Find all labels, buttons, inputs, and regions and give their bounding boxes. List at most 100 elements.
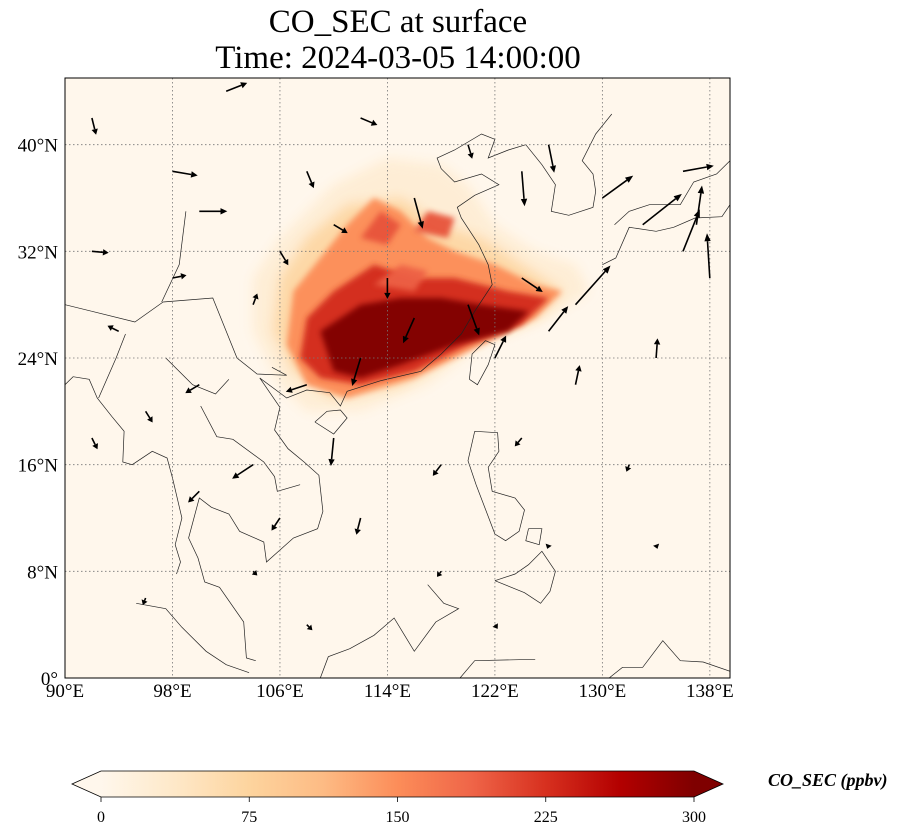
wind-arrow-head — [437, 571, 443, 577]
wind-arrow — [413, 197, 424, 229]
wind-arrow-head — [232, 472, 240, 479]
wind-arrow-shaft — [353, 357, 362, 380]
colorbar: 0 75 150 225 300 — [71, 770, 724, 826]
wind-arrow-head — [514, 440, 521, 447]
wind-arrow-shaft — [655, 344, 658, 359]
wind-arrow-head — [402, 335, 409, 344]
wind-arrow-head — [354, 528, 361, 535]
coastline-segment — [65, 304, 92, 312]
wind-arrow — [437, 570, 443, 577]
wind-arrow-head — [240, 82, 248, 89]
wind-arrow — [467, 304, 480, 336]
coastline-segment — [91, 301, 164, 323]
x-tick-label: 130°E — [579, 681, 627, 702]
map-plot-area — [65, 78, 730, 678]
wind-arrow-shaft — [467, 304, 478, 329]
wind-arrow-head — [341, 227, 348, 234]
wind-arrow-head — [673, 193, 682, 202]
wind-arrow-head — [185, 387, 192, 394]
wind-arrow — [185, 384, 200, 394]
wind-arrow-shaft — [144, 410, 151, 419]
wind-arrow — [402, 317, 416, 344]
wind-arrow-shaft — [306, 170, 313, 184]
wind-arrow — [432, 464, 442, 476]
wind-arrow-shaft — [521, 277, 538, 290]
colorbar-tick-label: 75 — [241, 809, 257, 826]
map-frame — [64, 77, 731, 679]
wind-arrow — [107, 325, 120, 333]
wind-arrow-head — [625, 466, 632, 472]
wind-arrow-head — [467, 152, 474, 159]
coastline-segment — [259, 133, 526, 407]
wind-arrow-head — [549, 165, 556, 173]
wind-arrow-shaft — [547, 311, 565, 332]
wind-arrow — [682, 163, 714, 173]
wind-arrow — [653, 338, 661, 359]
wind-arrow-head — [107, 325, 114, 331]
coastline-segment — [200, 405, 301, 492]
wind-arrow — [642, 193, 682, 226]
wind-arrow-head — [141, 599, 148, 605]
coastline-segment — [65, 376, 183, 575]
wind-arrow — [252, 293, 259, 305]
wind-arrow-shaft — [291, 383, 308, 391]
wind-arrow — [494, 335, 507, 359]
wind-arrow — [360, 117, 378, 126]
wind-arrow-shaft — [189, 384, 200, 391]
coastline-segment — [165, 357, 230, 395]
figure-title-line1: CO_SEC at surface — [268, 4, 528, 40]
wind-arrow — [199, 208, 228, 215]
colorbar-tick-label: 150 — [386, 809, 410, 826]
wind-arrow-shaft — [237, 464, 254, 476]
coastline-segment — [314, 409, 348, 435]
y-tick-label: 24°N — [18, 349, 59, 370]
wind-arrow — [306, 624, 313, 631]
wind-arrow — [467, 144, 474, 159]
x-tick-label: 114°E — [364, 681, 411, 702]
wind-arrow-head — [704, 233, 711, 242]
colorbar-extend-max — [694, 771, 723, 797]
y-tick-label: 8°N — [27, 562, 58, 583]
wind-arrow-head — [561, 306, 569, 314]
wind-arrow-head — [535, 285, 543, 292]
wind-arrow — [144, 410, 153, 423]
wind-arrow-head — [706, 163, 714, 171]
wind-arrow-head — [147, 416, 153, 423]
wind-arrow — [574, 265, 611, 306]
wind-arrow — [625, 464, 632, 472]
wind-arrow — [653, 543, 660, 549]
wind-arrow-head — [102, 249, 109, 256]
colorbar-extend-min — [72, 771, 101, 797]
wind-arrow-head — [653, 543, 660, 549]
wind-arrow-shaft — [273, 517, 281, 527]
wind-arrow-shaft — [252, 570, 255, 573]
figure-title-line2: Time: 2024-03-05 14:00:00 — [215, 40, 581, 76]
y-tick-label: 0° — [41, 669, 58, 690]
wind-arrow — [492, 623, 498, 629]
wind-arrow-head — [328, 458, 335, 466]
wind-arrow — [188, 490, 200, 503]
wind-arrow — [351, 357, 362, 386]
wind-arrow — [271, 517, 281, 531]
wind-arrow — [521, 277, 543, 292]
wind-arrow-head — [520, 198, 528, 207]
wind-arrow-head — [500, 335, 507, 343]
wind-arrow-shaft — [91, 437, 96, 445]
wind-arrow-shaft — [172, 170, 192, 176]
wind-arrow-shaft — [695, 193, 702, 225]
wind-arrow — [547, 306, 569, 332]
coastline-segment — [459, 658, 536, 678]
wind-arrow-shaft — [405, 317, 416, 338]
wind-arrow — [285, 383, 308, 393]
coastline-segment — [319, 584, 460, 678]
colorbar-tick-label: 225 — [534, 809, 558, 826]
wind-arrow-shaft — [191, 490, 200, 500]
wind-arrow-head — [306, 624, 313, 631]
x-tick-label: 106°E — [256, 681, 304, 702]
wind-arrow-shaft — [574, 370, 580, 385]
wind-arrow-head — [473, 327, 480, 336]
x-tick-label: 98°E — [153, 681, 191, 702]
wind-vectors — [91, 82, 714, 631]
wind-arrow-head — [180, 273, 187, 280]
wind-arrow-shaft — [143, 597, 147, 601]
